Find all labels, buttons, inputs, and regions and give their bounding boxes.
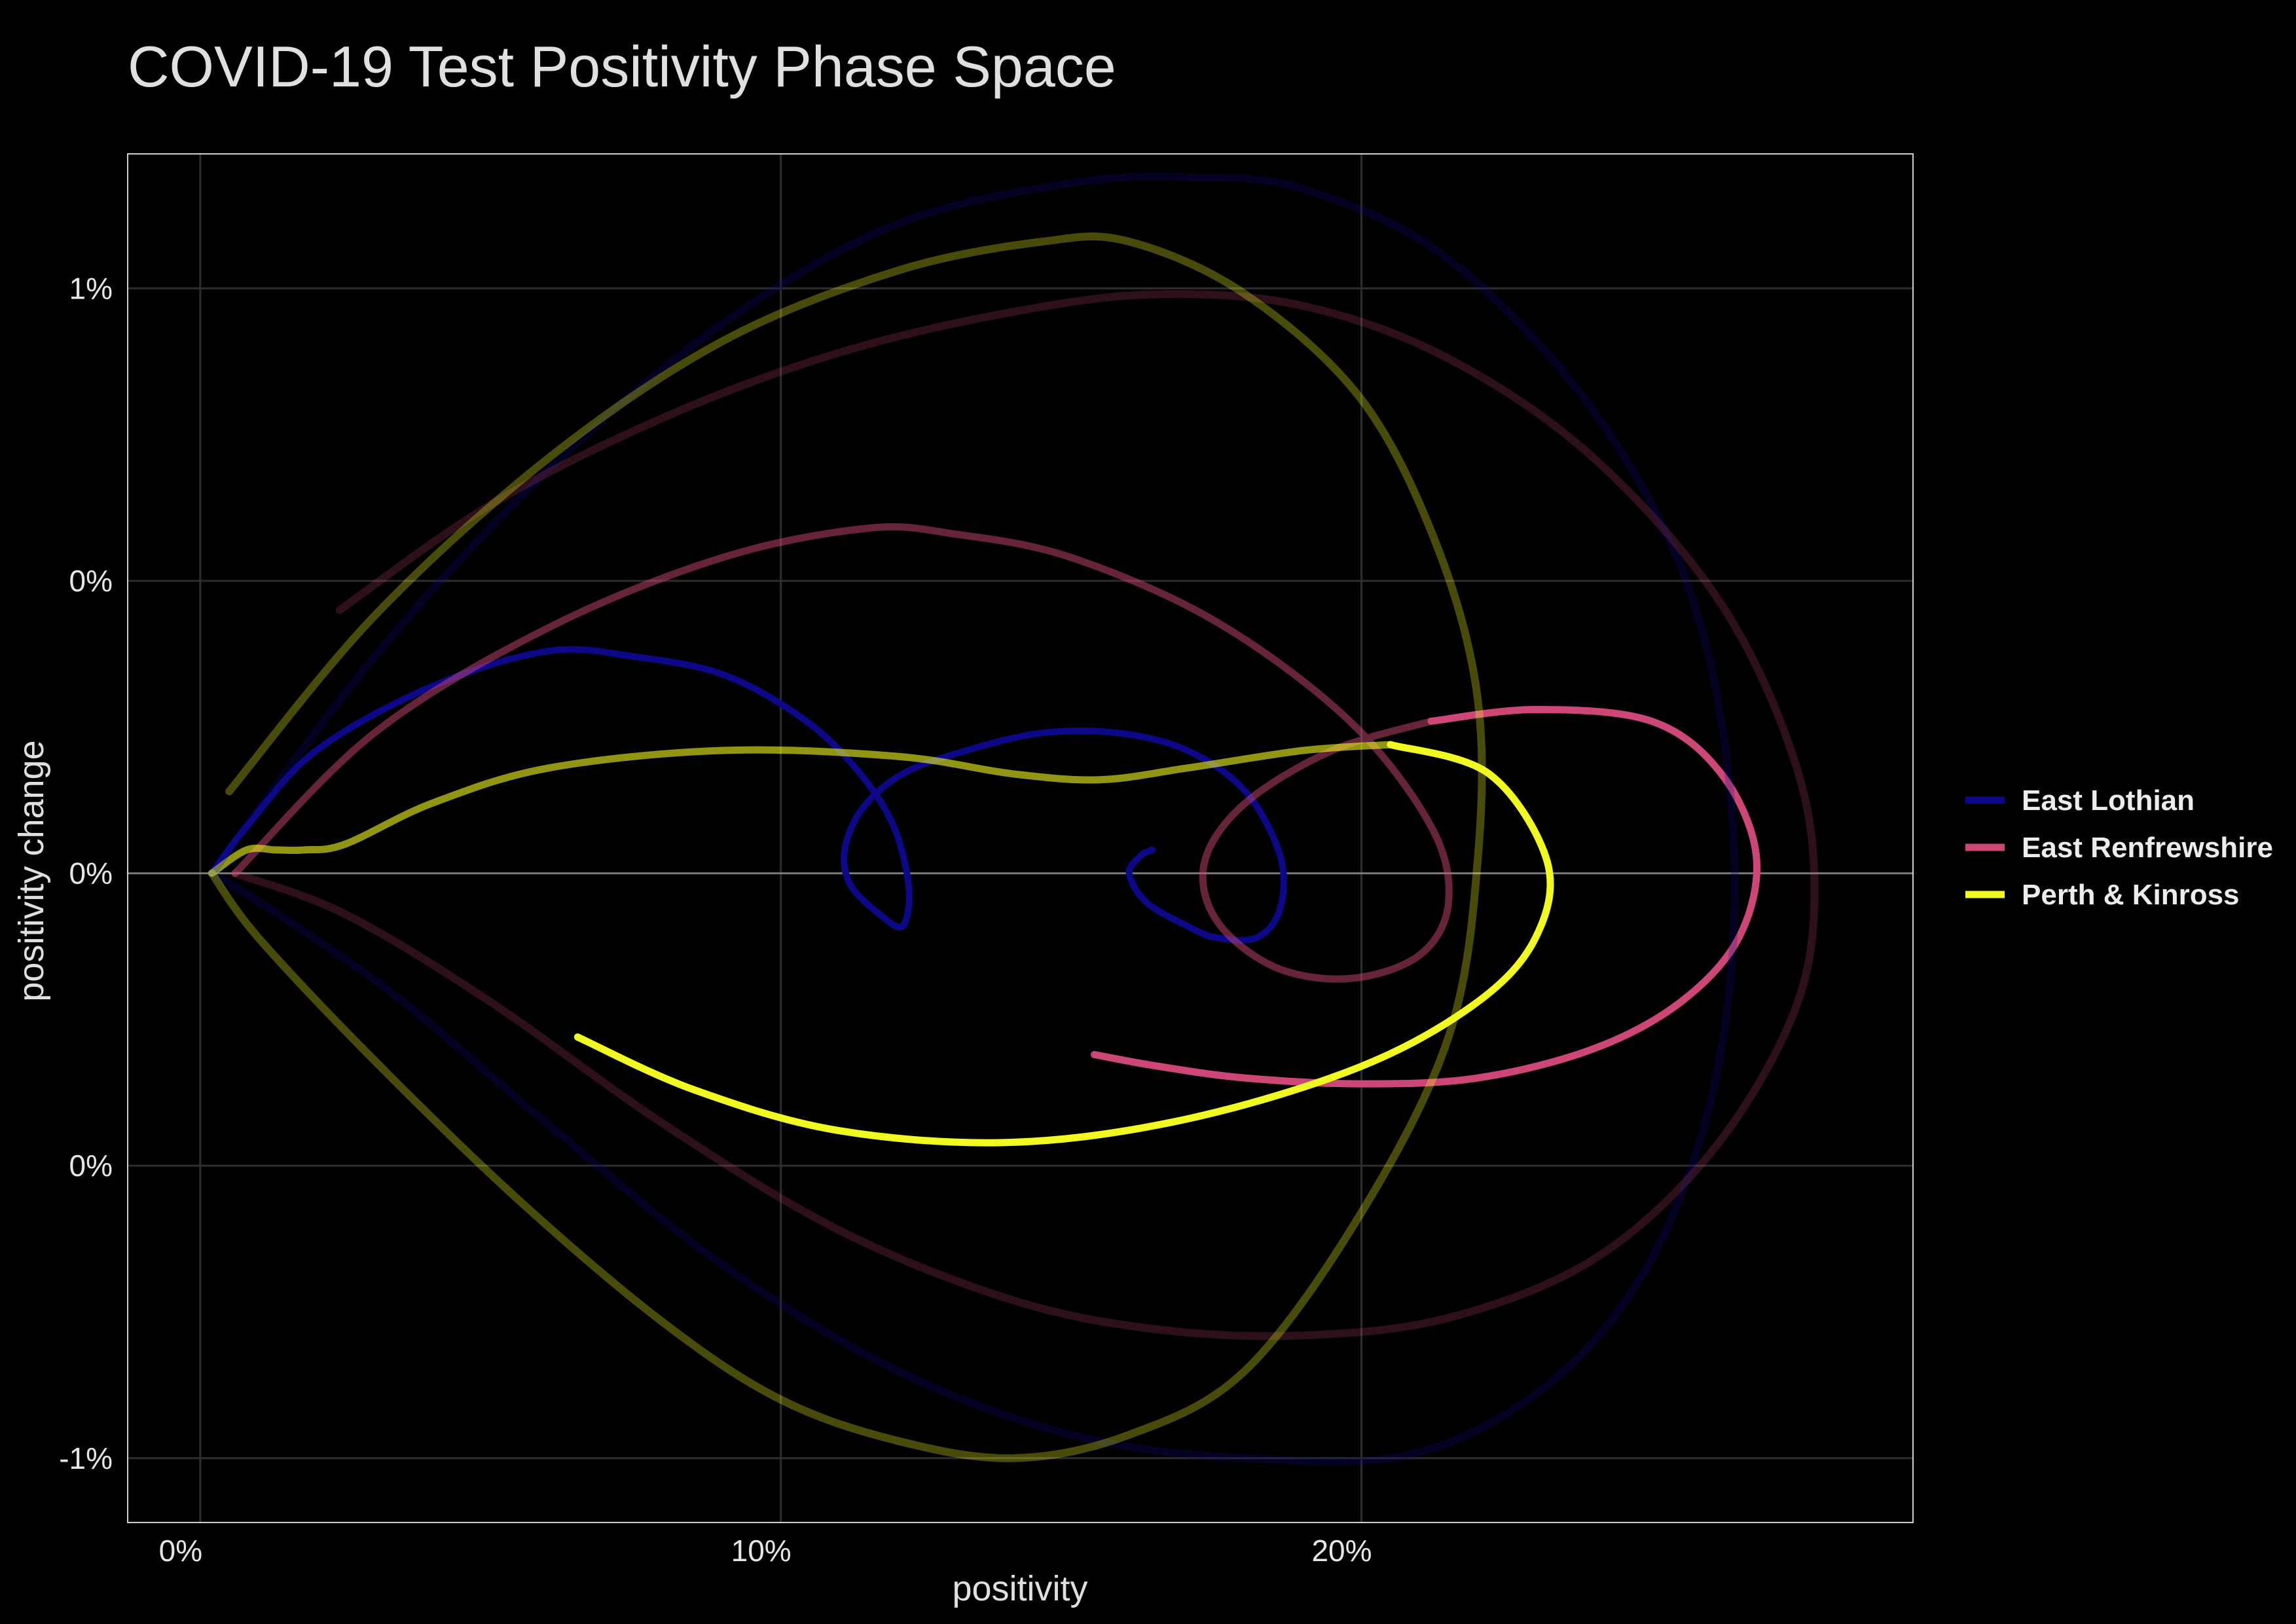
series-line-east-renfrewshire <box>231 290 1819 1340</box>
y-axis-title: positivity change <box>12 740 51 1001</box>
x-tick-label: 0% <box>159 1534 202 1568</box>
legend: East Lothian East Renfrewshire Perth & Kin… <box>1965 784 2273 911</box>
y-tick-label: 0% <box>69 1149 113 1183</box>
legend-label: East Lothian <box>2022 784 2195 817</box>
legend-label: East Renfrewshire <box>2022 832 2273 864</box>
series-lines <box>208 172 1819 1466</box>
y-tick-label: -1% <box>59 1441 113 1475</box>
series-line-perth-kinross <box>208 741 1394 877</box>
series-line-perth-kinross <box>574 741 1554 1147</box>
x-tick-label: 10% <box>731 1534 792 1568</box>
series-line-east-lothian <box>208 172 1739 1466</box>
legend-label: Perth & Kinross <box>2022 879 2240 911</box>
y-tick-label: 0% <box>69 564 113 598</box>
x-axis-title: positivity <box>952 1569 1087 1608</box>
series-line-east-lothian <box>208 646 1287 944</box>
series-line-east-renfrewshire <box>231 523 1453 983</box>
y-tick-label: 0% <box>69 857 113 891</box>
axis-ticks: 0% 10% 20% -1% 0% 0% 0% 1% <box>59 271 1372 1568</box>
x-tick-label: 20% <box>1311 1534 1372 1568</box>
series-line-perth-kinross <box>208 232 1486 1462</box>
series-line-east-renfrewshire <box>1091 706 1760 1088</box>
plot-frame <box>127 153 1914 1523</box>
y-tick-label: 1% <box>69 271 113 305</box>
chart-title: COVID-19 Test Positivity Phase Space <box>128 34 1116 99</box>
grid-lines <box>128 154 1913 1522</box>
